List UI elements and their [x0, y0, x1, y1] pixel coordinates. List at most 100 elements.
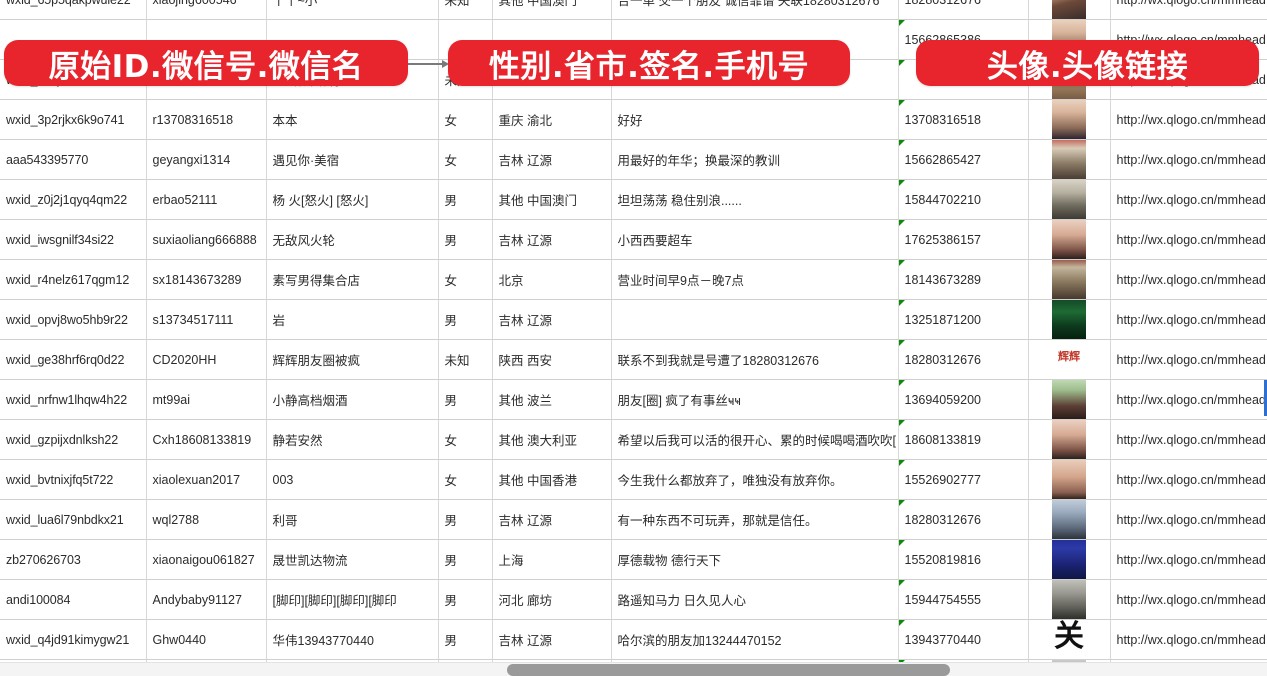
cell-wechat-name[interactable]: [脚印][脚印][脚印][脚印	[266, 579, 439, 620]
cell-phone-number[interactable]: 17625386157	[898, 219, 1029, 260]
cell-wechat-id[interactable]: CD2020HH	[146, 339, 267, 380]
cell-signature[interactable]: 厚德载物 德行天下	[611, 539, 899, 580]
cell-signature[interactable]: 小西西要超车	[611, 219, 899, 260]
cell-original-id[interactable]: zb270626703	[0, 539, 147, 580]
cell-gender[interactable]: 男	[438, 579, 493, 620]
cell-signature[interactable]: 坦坦荡荡 稳住别浪......	[611, 179, 899, 220]
cell-wechat-name[interactable]: 本本	[266, 99, 439, 140]
cell-gender[interactable]: 未知	[438, 0, 493, 20]
cell-original-id[interactable]: wxid_nrfnw1lhqw4h22	[0, 379, 147, 420]
cell-signature[interactable]: 有一种东西不可玩弄，那就是信任。	[611, 499, 899, 540]
cell-province-city[interactable]: 重庆 渝北	[492, 99, 612, 140]
cell-gender[interactable]: 未知	[438, 339, 493, 380]
table-row[interactable]: wxid_nrfnw1lhqw4h22 mt99ai 小静高档烟酒男其他 波兰 朋友[…	[0, 379, 1267, 420]
cell-avatar[interactable]	[1028, 219, 1111, 260]
cell-gender[interactable]: 男	[438, 499, 493, 540]
cell-phone-number[interactable]: 15526902777	[898, 459, 1029, 500]
cell-gender[interactable]: 男	[438, 179, 493, 220]
cell-avatar-link[interactable]: http://wx.qlogo.cn/mmhead	[1110, 579, 1267, 620]
cell-wechat-name[interactable]: 丫丫~小	[266, 0, 439, 20]
cell-wechat-id[interactable]: Cxh18608133819	[146, 419, 267, 460]
cell-gender[interactable]: 女	[438, 459, 493, 500]
cell-gender[interactable]: 男	[438, 379, 493, 420]
cell-avatar-link[interactable]: http://wx.qlogo.cn/mmhead	[1110, 619, 1267, 660]
cell-province-city[interactable]: 河北 廊坊	[492, 579, 612, 620]
cell-signature[interactable]: 朋友[圈] 疯了有事丝ҹҹ	[611, 379, 899, 420]
cell-wechat-name[interactable]: 素写男得集合店	[266, 259, 439, 300]
cell-original-id[interactable]: wxid_3p2rjkx6k9o741	[0, 99, 147, 140]
cell-avatar-link[interactable]: http://wx.qlogo.cn/mmhead	[1110, 259, 1267, 300]
cell-phone-number[interactable]: 15944754555	[898, 579, 1029, 620]
cell-wechat-id[interactable]: wql2788	[146, 499, 267, 540]
cell-wechat-id[interactable]: geyangxi1314	[146, 139, 267, 180]
cell-avatar-link[interactable]: http://wx.qlogo.cn/mmhead	[1110, 539, 1267, 580]
cell-avatar-link[interactable]: http://wx.qlogo.cn/mmhead	[1110, 139, 1267, 180]
table-row[interactable]: wxid_3p2rjkx6k9o741 r13708316518 本本女重庆 渝北好…	[0, 99, 1267, 140]
cell-wechat-id[interactable]: suxiaoliang666888	[146, 219, 267, 260]
cell-avatar[interactable]	[1028, 99, 1111, 140]
scrollbar-thumb[interactable]	[506, 664, 951, 676]
cell-avatar-link[interactable]: http://wx.qlogo.cn/mmhead	[1110, 0, 1267, 20]
cell-phone-number[interactable]: 15844702210	[898, 179, 1029, 220]
cell-avatar[interactable]	[1028, 379, 1111, 420]
cell-phone-number[interactable]: 13943757555	[898, 659, 1029, 662]
cell-avatar-link[interactable]: http://wx.qlogo.cn/mmhead	[1110, 99, 1267, 140]
cell-province-city[interactable]: 陕西 西安	[492, 339, 612, 380]
cell-wechat-id[interactable]: Ghw0440	[146, 619, 267, 660]
cell-signature[interactable]: 哈尔滨的朋友加13244470152	[611, 619, 899, 660]
cell-wechat-id[interactable]: mt99ai	[146, 379, 267, 420]
cell-avatar[interactable]: 辉辉	[1028, 339, 1111, 380]
cell-phone-number[interactable]: 18280312676	[898, 339, 1029, 380]
cell-signature[interactable]: 合一单 交一个朋友 诚信靠谱 失联18280312676	[611, 0, 899, 20]
cell-original-id[interactable]: aaa543395770	[0, 139, 147, 180]
cell-original-id[interactable]: wxid_gzpijxdnlksh22	[0, 419, 147, 460]
table-row[interactable]: wxid_q4jd91kimygw21 Ghw0440 华伟13943770440 男…	[0, 619, 1267, 660]
cell-wechat-name[interactable]: 003	[266, 459, 439, 500]
cell-wechat-id[interactable]: xiaonaigou061827	[146, 539, 267, 580]
cell-phone-number[interactable]: 15520819816	[898, 539, 1029, 580]
cell-wechat-name[interactable]: 静若安然	[266, 419, 439, 460]
cell-province-city[interactable]: 其他 中国澳门	[492, 0, 612, 20]
cell-gender[interactable]: 女	[438, 99, 493, 140]
cell-original-id[interactable]: andi100084	[0, 579, 147, 620]
cell-wechat-name[interactable]: 岩	[266, 299, 439, 340]
cell-wechat-id[interactable]: xiaojing600546	[146, 0, 267, 20]
cell-gender[interactable]: 男	[438, 539, 493, 580]
cell-signature[interactable]: 平凡人	[611, 659, 899, 662]
cell-original-id[interactable]: wxid_lua6l79nbdkx21	[0, 499, 147, 540]
cell-gender[interactable]: 女	[438, 419, 493, 460]
cell-gender[interactable]: 女	[438, 259, 493, 300]
cell-wechat-name[interactable]: 遇见你·美宿	[266, 139, 439, 180]
cell-wechat-id[interactable]: wang88988peng	[146, 659, 267, 662]
cell-wechat-name[interactable]: 杨 火[怒火] [怒火]	[266, 179, 439, 220]
cell-wechat-name[interactable]: 利哥	[266, 499, 439, 540]
table-row[interactable]: wxid_opvj8wo5hb9r22 s13734517111 岩男吉林 辽源 13…	[0, 299, 1267, 340]
cell-avatar-link[interactable]: http://wx.qlogo.cn/mmhead	[1110, 339, 1267, 380]
cell-original-id[interactable]: wxid_r4nelz617qgm12	[0, 259, 147, 300]
cell-province-city[interactable]: 吉林 辽源	[492, 299, 612, 340]
cell-phone-number[interactable]: 13694059200	[898, 379, 1029, 420]
cell-province-city[interactable]: 北京	[492, 259, 612, 300]
cell-avatar[interactable]	[1028, 0, 1111, 20]
cell-wechat-id[interactable]: sx18143673289	[146, 259, 267, 300]
cell-signature[interactable]: 联系不到我就是号遭了18280312676	[611, 339, 899, 380]
cell-avatar-link[interactable]: http://wx.qlogo.cn/mmhead	[1110, 379, 1267, 420]
spreadsheet-grid[interactable]: wxid_65p5qakpwuie22xiaojing600546丫丫~小未知其…	[0, 0, 1267, 662]
cell-avatar[interactable]	[1028, 459, 1111, 500]
cell-avatar[interactable]	[1028, 579, 1111, 620]
cell-avatar[interactable]	[1028, 419, 1111, 460]
cell-original-id[interactable]: wxid_ge38hrf6rq0d22	[0, 339, 147, 380]
cell-wechat-id[interactable]: Andybaby91127	[146, 579, 267, 620]
cell-province-city[interactable]: 上海	[492, 539, 612, 580]
cell-phone-number[interactable]: 13708316518	[898, 99, 1029, 140]
cell-wechat-id[interactable]: s13734517111	[146, 299, 267, 340]
table-row[interactable]: wxid_lua6l79nbdkx21 wql2788 利哥男吉林 辽源 有一种东西不…	[0, 499, 1267, 540]
cell-province-city[interactable]: 吉林 辽源	[492, 499, 612, 540]
cell-avatar-link[interactable]: http://wx.qlogo.cn/mmhead	[1110, 499, 1267, 540]
cell-avatar[interactable]	[1028, 539, 1111, 580]
cell-avatar[interactable]	[1028, 659, 1111, 662]
cell-avatar-link[interactable]: http://wx.qlogo.cn/mmhead	[1110, 179, 1267, 220]
cell-signature[interactable]: 营业时间早9点－晚7点	[611, 259, 899, 300]
cell-province-city[interactable]: 吉林 辽源	[492, 659, 612, 662]
cell-avatar[interactable]	[1028, 139, 1111, 180]
